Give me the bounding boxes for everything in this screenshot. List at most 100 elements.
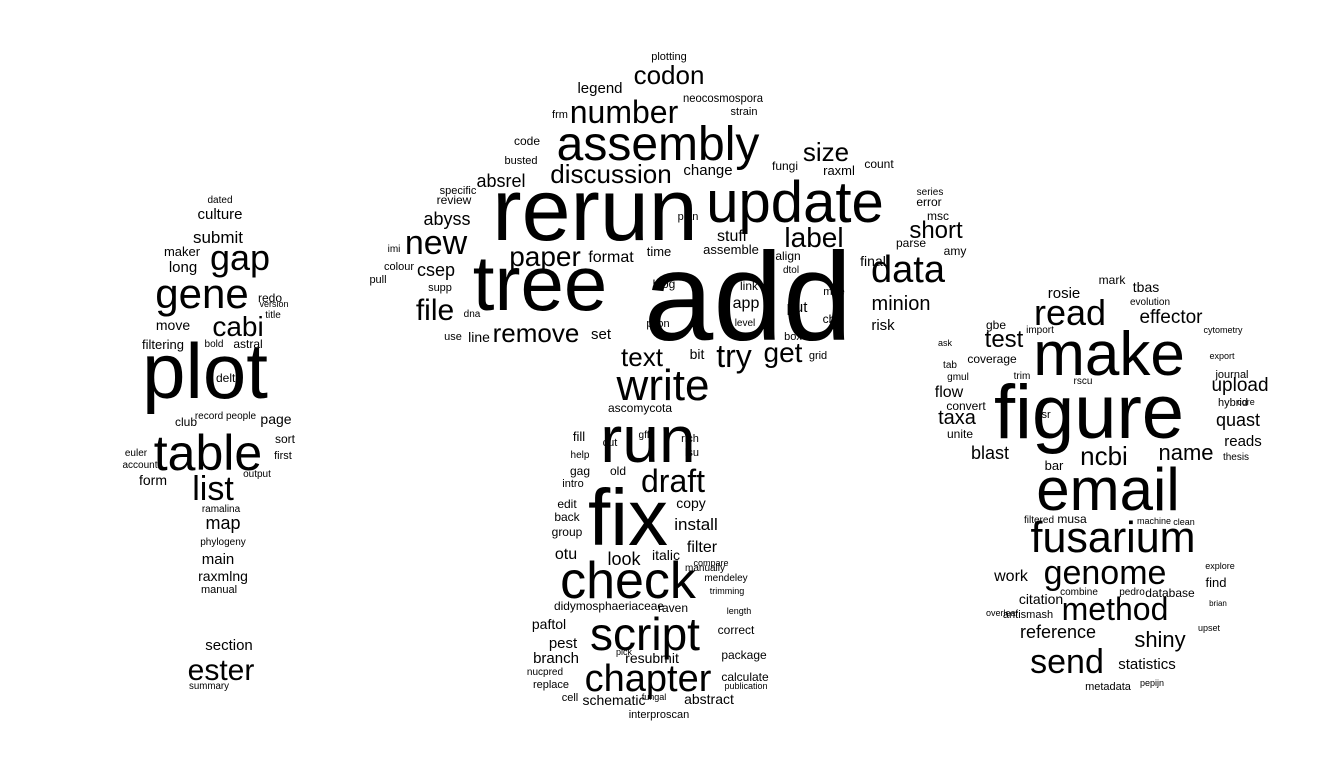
word-paftol: paftol <box>532 616 566 632</box>
word-manually: manually <box>685 563 725 574</box>
word-format: format <box>588 249 634 266</box>
word-bold: bold <box>205 339 224 350</box>
word-read: read <box>1034 292 1106 333</box>
word-paper: paper <box>509 241 581 272</box>
word-add: add <box>644 228 853 367</box>
word-gag: gag <box>570 464 590 478</box>
word-neocosmospora: neocosmospora <box>683 91 763 105</box>
word-combine: combine <box>1060 587 1098 598</box>
word-minion: minion <box>872 293 931 315</box>
word-pedro: pedro <box>1119 587 1145 598</box>
word-musa: musa <box>1057 512 1087 526</box>
word-draft: draft <box>641 463 705 499</box>
word-short: short <box>909 217 963 244</box>
word-series: series <box>917 187 944 198</box>
word-taxa: taxa <box>938 407 977 429</box>
word-raxml: raxml <box>823 163 855 178</box>
word-write: write <box>616 361 710 410</box>
word-grid: grid <box>809 350 827 362</box>
word-time: time <box>647 244 672 259</box>
word-size: size <box>803 137 849 167</box>
word-install: install <box>674 515 717 534</box>
word-ascomycota: ascomycota <box>608 401 672 415</box>
word-people: people <box>226 411 256 422</box>
word-bit: bit <box>690 346 705 362</box>
word-italic: italic <box>652 547 680 563</box>
word-replace: replace <box>533 679 569 691</box>
word-cut: cut <box>603 437 618 449</box>
word-label: label <box>784 222 843 253</box>
word-correct: correct <box>718 623 755 637</box>
word-pepijn: pepijn <box>1140 678 1164 688</box>
word-lsu: lsu <box>685 447 699 459</box>
word-tree: tree <box>473 239 607 327</box>
word-fungi: fungi <box>772 159 798 173</box>
word-phylogeny: phylogeny <box>200 537 246 548</box>
word-move: move <box>156 317 190 333</box>
word-legend: legend <box>577 80 622 97</box>
word-statistics: statistics <box>1118 656 1176 673</box>
word-gap: gap <box>210 237 270 278</box>
word-euler: euler <box>125 448 148 459</box>
word-strain: strain <box>731 106 758 118</box>
word-name: name <box>1158 440 1213 465</box>
word-send: send <box>1030 643 1104 681</box>
word-filtered: filtered <box>1024 515 1054 526</box>
word-clean: clean <box>1173 517 1195 527</box>
word-blast: blast <box>971 443 1009 463</box>
word-otu: otu <box>555 546 577 563</box>
word-cell: cell <box>562 692 579 704</box>
word-unite: unite <box>947 427 973 441</box>
word-culture: culture <box>197 206 242 223</box>
word-ncbi: ncbi <box>1080 441 1128 471</box>
word-core: core <box>1237 397 1255 407</box>
word-quast: quast <box>1216 410 1260 430</box>
word-filter: filter <box>687 539 718 556</box>
word-abyss: abyss <box>423 209 470 229</box>
word-ester: ester <box>188 654 255 687</box>
word-antismash: antismash <box>1003 609 1053 621</box>
word-first: first <box>274 450 292 462</box>
word-text: text <box>621 342 664 372</box>
word-imi: imi <box>388 244 401 255</box>
word-coverage: coverage <box>967 352 1017 366</box>
word-look: look <box>607 549 641 569</box>
word-assembly: assembly <box>557 118 760 171</box>
word-mark: mark <box>1099 273 1127 287</box>
word-gbe: gbe <box>986 318 1006 332</box>
word-didymosphaeriaceae: didymosphaeriaceae <box>554 599 664 613</box>
word-import: import <box>1026 325 1054 336</box>
word-pest: pest <box>549 635 578 652</box>
word-flow: flow <box>935 384 964 401</box>
word-align: align <box>775 249 800 263</box>
word-chapter: chapter <box>585 658 712 700</box>
word-brian: brian <box>1209 599 1227 608</box>
word-script: script <box>590 608 700 660</box>
word-file: file <box>416 294 454 327</box>
word-back: back <box>554 510 580 524</box>
word-list: list <box>192 470 234 508</box>
word-form: form <box>139 472 167 488</box>
word-reads: reads <box>1224 433 1262 450</box>
word-manual: manual <box>201 584 237 596</box>
word-rich: rich <box>681 433 699 445</box>
word-find: find <box>1206 575 1227 590</box>
word-tbas: tbas <box>1133 279 1159 295</box>
word-copy: copy <box>676 495 706 511</box>
word-work: work <box>993 568 1029 585</box>
word-explore: explore <box>1205 561 1235 571</box>
word-fusarium: fusarium <box>1031 513 1196 562</box>
word-club: club <box>175 415 197 429</box>
word-reference: reference <box>1020 622 1096 642</box>
word-dna: dna <box>464 309 481 320</box>
word-use: use <box>444 331 462 343</box>
word-long: long <box>169 259 197 276</box>
word-upset: upset <box>1198 623 1221 633</box>
word-review: review <box>437 193 472 207</box>
word-edit: edit <box>557 497 577 511</box>
word-machine: machine <box>1137 516 1171 526</box>
word-map: map <box>205 513 240 533</box>
word-help: help <box>571 450 590 461</box>
word-level: level <box>735 318 756 329</box>
